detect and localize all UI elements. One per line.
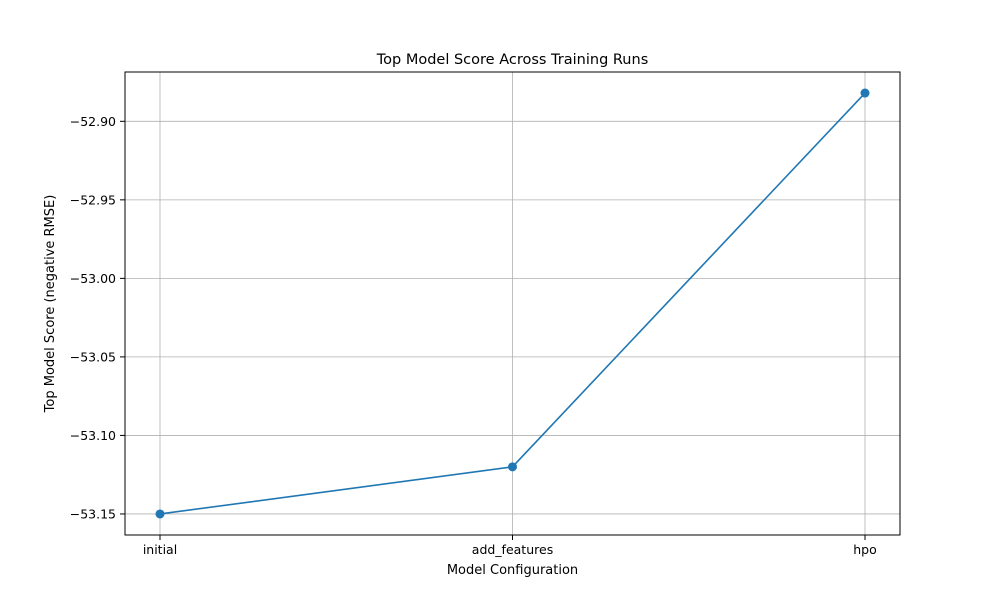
axis-ticks: initial add_features hpo −53.15 −53.10 −53.05… [70, 114, 877, 557]
y-tick-label: −53.05 [70, 349, 116, 364]
data-point-initial [155, 509, 165, 519]
x-tick-label: initial [143, 542, 177, 557]
chart-title: Top Model Score Across Training Runs [376, 52, 649, 68]
y-tick-label: −52.90 [70, 114, 116, 129]
series-layer [155, 88, 870, 519]
x-axis-label: Model Configuration [447, 563, 578, 578]
y-tick-label: −53.10 [70, 428, 116, 443]
y-axis-label: Top Model Score (negative RMSE) [43, 195, 58, 414]
x-tick-label: add_features [472, 542, 553, 557]
y-tick-label: −52.95 [70, 192, 116, 207]
grid-lines [125, 72, 900, 535]
data-point-add_features [508, 462, 517, 472]
y-tick-label: −53.15 [70, 506, 116, 521]
y-tick-label: −53.00 [70, 271, 116, 286]
x-tick-label: hpo [853, 542, 877, 557]
data-point-hpo [860, 88, 870, 98]
